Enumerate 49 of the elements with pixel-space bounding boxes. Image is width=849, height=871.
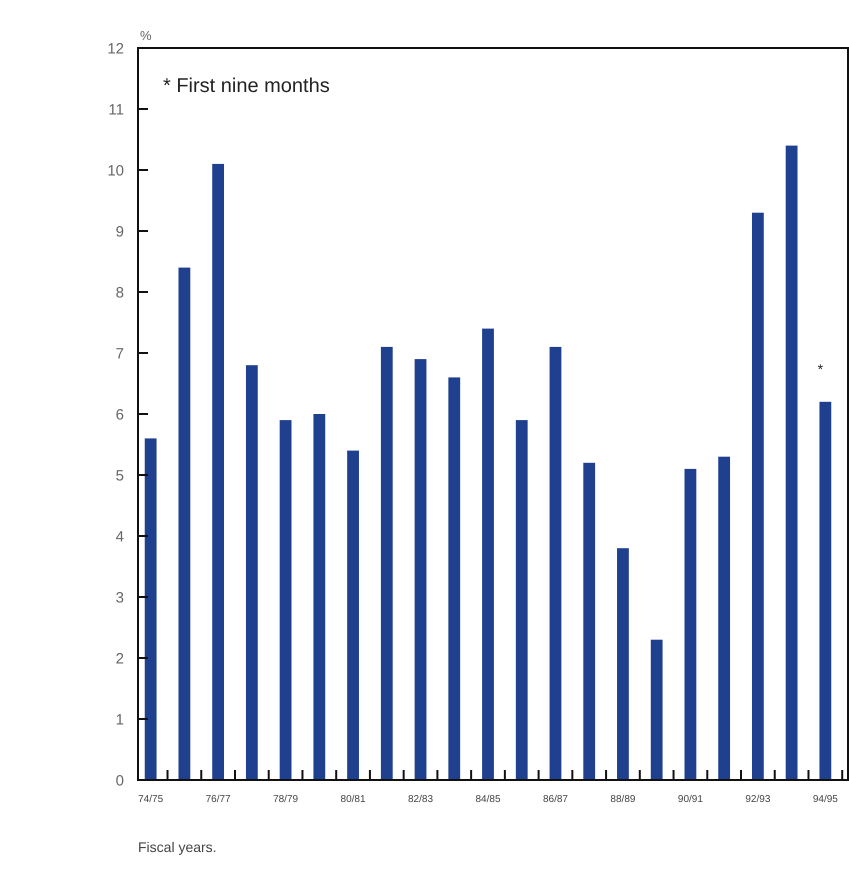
y-tick-label: 0 (116, 772, 124, 790)
bar (414, 359, 426, 780)
bar (617, 548, 629, 780)
bar (246, 365, 258, 780)
y-tick-label: 6 (116, 406, 124, 424)
x-tick-label: 90/91 (678, 794, 704, 805)
bar (347, 450, 359, 780)
y-tick-label: 8 (116, 284, 124, 302)
x-tick-label: 88/89 (610, 794, 636, 805)
y-tick-label: 5 (116, 467, 124, 484)
bar (448, 377, 460, 780)
bar (583, 462, 596, 780)
bar (144, 438, 157, 780)
y-tick-label: 12 (107, 40, 124, 58)
bar (786, 146, 798, 780)
y-tick-label: 11 (108, 101, 124, 118)
x-tick-label: 86/87 (542, 794, 568, 805)
x-tick-label: 94/95 (812, 794, 838, 805)
x-tick-label: 82/83 (408, 794, 434, 805)
bar (718, 456, 730, 780)
y-tick-label: 10 (107, 162, 124, 180)
x-tick-label: 74/75 (138, 794, 164, 805)
bar (178, 268, 190, 780)
y-tick-label: 7 (116, 345, 124, 362)
bar (280, 420, 292, 780)
bar (752, 212, 764, 780)
bar (650, 640, 663, 780)
bar (482, 328, 494, 780)
bar (819, 402, 832, 780)
y-tick-label: 1 (116, 711, 124, 728)
x-axis-title: Fiscal years. (138, 839, 217, 855)
y-tick-label: 2 (116, 650, 124, 668)
y-tick-label: 3 (116, 589, 124, 606)
annotation: * (818, 360, 824, 377)
x-tick-label: 92/93 (745, 794, 771, 805)
y-tick-label: 4 (116, 528, 124, 546)
x-tick-label: 76/77 (206, 794, 232, 805)
y-tick-label: 9 (116, 223, 124, 240)
y-axis-title: % (140, 28, 152, 43)
bar (380, 346, 393, 780)
bar (313, 414, 326, 780)
x-tick-label: 80/81 (340, 794, 366, 805)
x-tick-label: 78/79 (273, 794, 299, 805)
bar (550, 346, 562, 780)
bar (516, 420, 528, 780)
annotation: * First nine months (163, 75, 330, 97)
bar (212, 164, 224, 780)
bar (684, 468, 696, 780)
x-tick-label: 84/85 (475, 794, 501, 805)
